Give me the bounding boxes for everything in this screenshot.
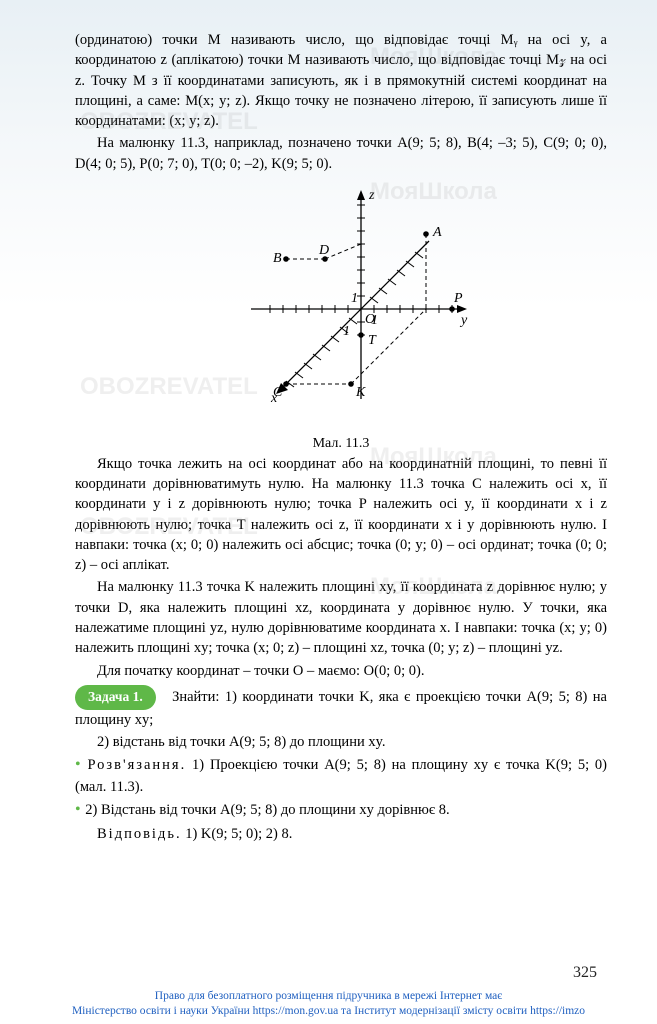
figure-caption: Мал. 11.3 xyxy=(75,434,607,454)
paragraph-1: (ординатою) точки M називають число, що … xyxy=(75,30,607,131)
axis-y-label: y xyxy=(459,313,468,328)
point-c-label: C xyxy=(273,385,283,400)
bullet-icon: • xyxy=(75,756,82,773)
answer-line: Відповідь. 1) K(9; 5; 0); 2) 8. xyxy=(75,824,607,844)
paragraph-3: Якщо точка лежить на осі координат або н… xyxy=(75,454,607,576)
answer-text: 1) K(9; 5; 0); 2) 8. xyxy=(182,826,293,842)
task-line2: 2) відстань від точки A(9; 5; 8) до площ… xyxy=(75,732,607,752)
paragraph-5: Для початку координат – точки O – маємо:… xyxy=(75,661,607,681)
figure-3d-coords: z y x O 1 1 1 A B D K C P T xyxy=(75,184,607,429)
solution-label: Розв'язання. xyxy=(87,757,186,773)
task-badge: Задача 1. xyxy=(75,685,156,710)
solution-2: 2) Відстань від точки A(9; 5; 8) до площ… xyxy=(85,802,449,818)
paragraph-4: На малюнку 11.3 точка K належить площині… xyxy=(75,577,607,658)
point-p-label: P xyxy=(453,291,463,306)
answer-label: Відповідь. xyxy=(97,826,182,842)
solution-line2: • 2) Відстань від точки A(9; 5; 8) до пл… xyxy=(75,799,607,821)
point-a-label: A xyxy=(432,225,442,240)
tick-1-x: 1 xyxy=(343,324,350,339)
footer-line2: Міністерство освіти і науки України http… xyxy=(0,1004,657,1019)
point-k-label: K xyxy=(355,385,366,400)
axis-z-label: z xyxy=(368,188,375,203)
paragraph-2: На малюнку 11.3, наприклад, позначено то… xyxy=(75,133,607,174)
footer-line1: Право для безоплатного розміщення підруч… xyxy=(0,989,657,1004)
footer: Право для безоплатного розміщення підруч… xyxy=(0,989,657,1019)
tick-1-y: 1 xyxy=(371,313,378,328)
solution-line1: • Розв'язання. 1) Проекцією точки A(9; 5… xyxy=(75,754,607,797)
page-number: 325 xyxy=(573,962,597,984)
task-block: Задача 1. Знайти: 1) координати точки K,… xyxy=(75,685,607,730)
bullet-icon: • xyxy=(75,801,82,818)
point-d-label: D xyxy=(318,243,329,258)
point-b-label: B xyxy=(273,251,282,266)
tick-1-z: 1 xyxy=(351,291,358,306)
point-t-label: T xyxy=(368,333,377,348)
